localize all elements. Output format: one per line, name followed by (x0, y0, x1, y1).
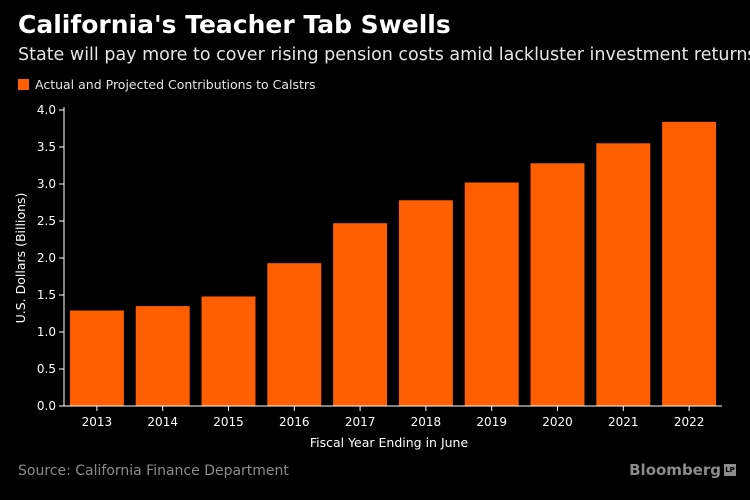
bar (201, 296, 256, 406)
y-tick-label: 4.0 (37, 103, 56, 117)
chart-title: California's Teacher Tab Swells (18, 10, 451, 39)
x-tick-label: 2019 (476, 415, 507, 429)
bar (135, 306, 190, 406)
legend: Actual and Projected Contributions to Ca… (18, 77, 316, 92)
x-tick-label: 2014 (147, 415, 178, 429)
brand-logo: Bloomberg LP (629, 461, 736, 479)
chart-subtitle: State will pay more to cover rising pens… (18, 45, 750, 65)
x-tick-label: 2020 (542, 415, 573, 429)
x-axis-title: Fiscal Year Ending in June (310, 435, 469, 450)
bar (398, 200, 453, 406)
bar (464, 182, 519, 406)
y-tick-label: 1.5 (37, 288, 56, 302)
brand-name: Bloomberg (629, 461, 721, 479)
y-tick-label: 1.0 (37, 325, 56, 339)
bar (333, 223, 388, 406)
legend-swatch (18, 79, 29, 90)
source-note: Source: California Finance Department (18, 463, 289, 479)
x-tick-label: 2017 (345, 415, 376, 429)
x-tick-label: 2022 (674, 415, 705, 429)
x-tick-label: 2013 (82, 415, 113, 429)
x-tick-label: 2015 (213, 415, 244, 429)
y-tick-label: 0.5 (37, 362, 56, 376)
brand-mark-icon: LP (724, 464, 736, 476)
x-tick-label: 2018 (411, 415, 442, 429)
y-tick-label: 3.5 (37, 140, 56, 154)
y-tick-label: 3.0 (37, 177, 56, 191)
bar (530, 163, 585, 406)
bar (267, 263, 322, 406)
legend-label: Actual and Projected Contributions to Ca… (35, 77, 316, 92)
x-tick-label: 2021 (608, 415, 639, 429)
y-tick-label: 2.0 (37, 251, 56, 265)
x-tick-label: 2016 (279, 415, 310, 429)
y-tick-label: 0.0 (37, 399, 56, 413)
y-axis-title: U.S. Dollars (Billions) (13, 193, 28, 324)
bar (69, 310, 124, 406)
y-tick-label: 2.5 (37, 214, 56, 228)
bar (662, 121, 717, 406)
bar (596, 143, 651, 407)
